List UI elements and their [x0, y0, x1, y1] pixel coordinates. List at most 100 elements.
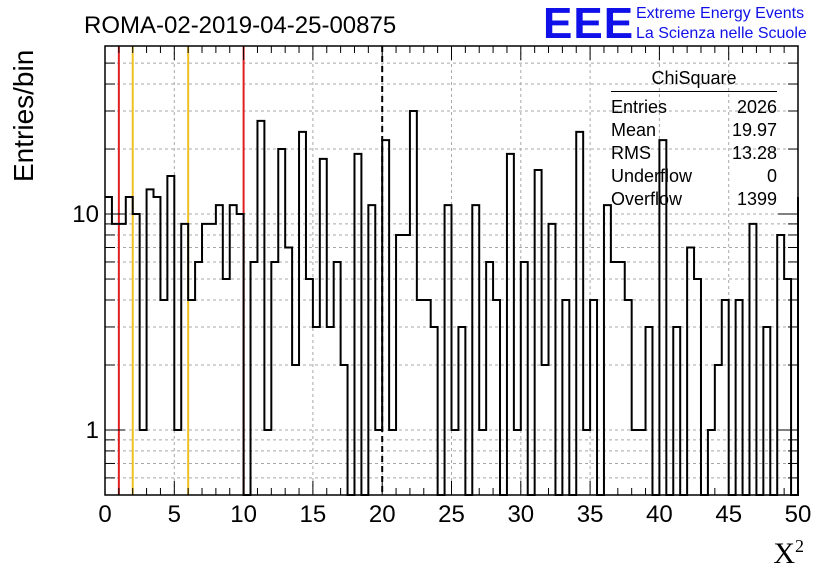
histogram-bin [119, 224, 126, 495]
stats-label: Underflow [611, 166, 693, 186]
histogram-bin [486, 262, 493, 495]
histogram-title: ROMA-02-2019-04-25-00875 [84, 12, 397, 39]
histogram-bin [625, 300, 632, 495]
histogram-bin [673, 327, 680, 495]
histogram-bin [784, 279, 791, 495]
x-tick-label: 40 [646, 501, 673, 528]
stats-box: ChiSquare Entries 2026 Mean 19.97 RMS 13.28… [611, 68, 777, 211]
histogram-bin [327, 327, 334, 495]
histogram-bin [257, 121, 264, 495]
x-tick-label: 45 [715, 501, 742, 528]
stats-label: RMS [611, 143, 651, 163]
x-axis-label: X2 [773, 536, 804, 571]
histogram-bin [126, 197, 133, 495]
histogram-bin [618, 262, 625, 495]
histogram-bin [521, 262, 528, 495]
histogram-bin [763, 327, 770, 495]
x-tick-label: 0 [98, 501, 111, 528]
stats-row-rms: RMS 13.28 [611, 142, 777, 165]
histogram-bin [223, 279, 230, 495]
stats-label: Entries [611, 97, 668, 117]
org-line-1: Extreme Energy Events [636, 5, 805, 22]
histogram-bin [354, 154, 361, 495]
histogram-bin [313, 327, 320, 495]
x-axis-label-text: X [773, 537, 795, 570]
histogram-bin [154, 197, 161, 495]
histogram-bin [424, 300, 431, 495]
histogram-bin [181, 224, 188, 495]
histogram-bin [722, 300, 729, 495]
y-axis-label: Entries/bin [8, 49, 39, 182]
histogram-bin [410, 111, 417, 495]
histogram-bin [285, 247, 292, 495]
histogram-bin [306, 279, 313, 495]
grid-layer [105, 46, 798, 495]
y-tick-label: 10 [72, 201, 99, 228]
tick-layer: 0 5 10 15 20 25 30 35 40 45 50 1 10 [72, 46, 811, 528]
histogram-bin [112, 224, 119, 495]
histogram-bin [334, 262, 341, 495]
stats-value: 0 [766, 166, 777, 186]
histogram-outline [105, 110, 799, 496]
histogram-bin [195, 262, 202, 495]
histogram-bin [687, 247, 694, 495]
stats-row-mean: Mean 19.97 [611, 119, 777, 142]
histogram-bin [507, 154, 514, 495]
histogram-bin [472, 205, 479, 495]
histogram-bin [590, 300, 597, 495]
histogram-bin [493, 300, 500, 495]
histogram-bin [251, 262, 258, 495]
x-tick-label: 35 [577, 501, 604, 528]
stats-label: Mean [611, 120, 657, 140]
histogram-bin [611, 262, 618, 495]
histogram-bin [188, 300, 195, 495]
y-tick-label: 1 [86, 417, 99, 444]
histogram-bin [646, 327, 653, 495]
x-tick-label: 30 [507, 501, 534, 528]
histogram-bin [431, 327, 438, 495]
org-line-2: La Scienza nelle Scuole [636, 25, 807, 42]
x-axis-label-superscript: 2 [795, 536, 804, 556]
histogram-bin [368, 205, 375, 495]
x-tick-label: 15 [300, 501, 327, 528]
histogram-bin [278, 149, 285, 495]
histogram-bin [458, 327, 465, 495]
histogram-bin [209, 224, 216, 495]
stats-value: 19.97 [731, 120, 777, 140]
stats-title: ChiSquare [611, 68, 777, 92]
histogram-bin [749, 224, 756, 495]
stats-row-overflow: Overflow 1399 [611, 188, 777, 211]
histogram-bin [535, 170, 542, 495]
histogram-bin [417, 300, 424, 495]
histogram-layer [105, 110, 799, 496]
histogram-bin [202, 224, 209, 495]
x-tick-label: 10 [230, 501, 257, 528]
histogram-bin [237, 214, 244, 495]
histogram-bin [694, 279, 701, 495]
eee-logo: EEE [543, 0, 635, 48]
histogram-bin [271, 262, 278, 495]
histogram-bin [604, 205, 611, 495]
organization-name: Extreme Energy Events La Scienza nelle S… [636, 4, 807, 44]
histogram-bin [299, 132, 306, 495]
histogram-bin [216, 205, 223, 495]
stats-value: 2026 [736, 97, 777, 117]
histogram-bin [230, 205, 237, 495]
x-tick-label: 20 [369, 501, 396, 528]
histogram-bin [133, 214, 140, 495]
histogram-bin [549, 224, 556, 495]
histogram-bin [382, 140, 389, 495]
histogram-bin [105, 197, 112, 495]
stats-value: 13.28 [731, 143, 777, 163]
histogram-bin [562, 300, 569, 495]
histogram-bin [576, 132, 583, 495]
stats-row-underflow: Underflow 0 [611, 165, 777, 188]
stats-row-entries: Entries 2026 [611, 96, 777, 119]
histogram-bin [445, 205, 452, 495]
stats-label: Overflow [611, 189, 683, 209]
histogram-bin [736, 300, 743, 495]
x-tick-label: 5 [168, 501, 181, 528]
x-tick-label: 50 [785, 501, 812, 528]
x-tick-label: 25 [438, 501, 465, 528]
